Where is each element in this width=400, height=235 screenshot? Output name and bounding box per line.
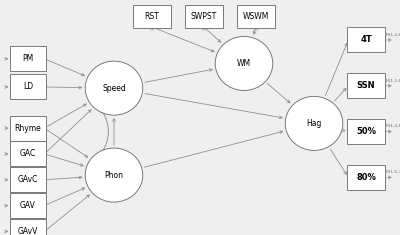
Text: M:1,2,6,7: M:1,2,6,7 [386,33,400,37]
Text: GAvV: GAvV [18,227,38,235]
FancyBboxPatch shape [10,141,46,166]
FancyBboxPatch shape [10,46,46,71]
Ellipse shape [85,148,143,202]
Text: GAvC: GAvC [18,175,38,184]
Text: SSN: SSN [357,81,375,90]
Text: Hag: Hag [306,119,322,128]
Text: Phon: Phon [104,171,124,180]
FancyBboxPatch shape [10,219,46,235]
FancyBboxPatch shape [347,27,385,52]
Ellipse shape [285,96,343,150]
Text: Speed: Speed [102,84,126,93]
Text: PM: PM [22,54,34,63]
Ellipse shape [85,61,143,115]
Text: WM: WM [237,59,251,68]
FancyBboxPatch shape [133,5,171,28]
FancyBboxPatch shape [347,119,385,144]
Text: Rhyme: Rhyme [15,124,41,133]
Text: M:1,5,7,9: M:1,5,7,9 [386,170,400,174]
FancyBboxPatch shape [10,74,46,99]
FancyBboxPatch shape [237,5,275,28]
Text: GAV: GAV [20,201,36,210]
Text: WSWM: WSWM [243,12,269,21]
Text: GAC: GAC [20,149,36,158]
FancyBboxPatch shape [10,116,46,141]
FancyBboxPatch shape [185,5,223,28]
Text: SWPST: SWPST [191,12,217,21]
FancyArrowPatch shape [102,110,108,153]
FancyBboxPatch shape [10,167,46,192]
Text: M:1,4,6,8: M:1,4,6,8 [386,124,400,129]
FancyBboxPatch shape [10,193,46,218]
Text: 80%: 80% [356,173,376,182]
FancyBboxPatch shape [347,165,385,190]
Text: 50%: 50% [356,127,376,136]
FancyBboxPatch shape [347,73,385,98]
Text: RST: RST [145,12,159,21]
Text: M:1,3,8,9: M:1,3,8,9 [386,78,400,83]
Text: LD: LD [23,82,33,91]
Ellipse shape [215,36,273,90]
Text: 4T: 4T [360,35,372,44]
